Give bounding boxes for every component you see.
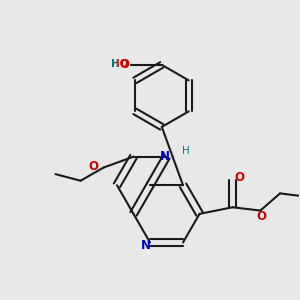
Text: H: H: [182, 146, 190, 156]
Text: O: O: [256, 210, 267, 223]
Text: O: O: [234, 171, 244, 184]
Text: H: H: [111, 59, 119, 69]
Text: HO: HO: [111, 59, 128, 69]
Text: N: N: [141, 238, 151, 252]
Text: O: O: [88, 160, 98, 173]
Text: O: O: [120, 58, 130, 71]
Text: N: N: [160, 150, 170, 163]
